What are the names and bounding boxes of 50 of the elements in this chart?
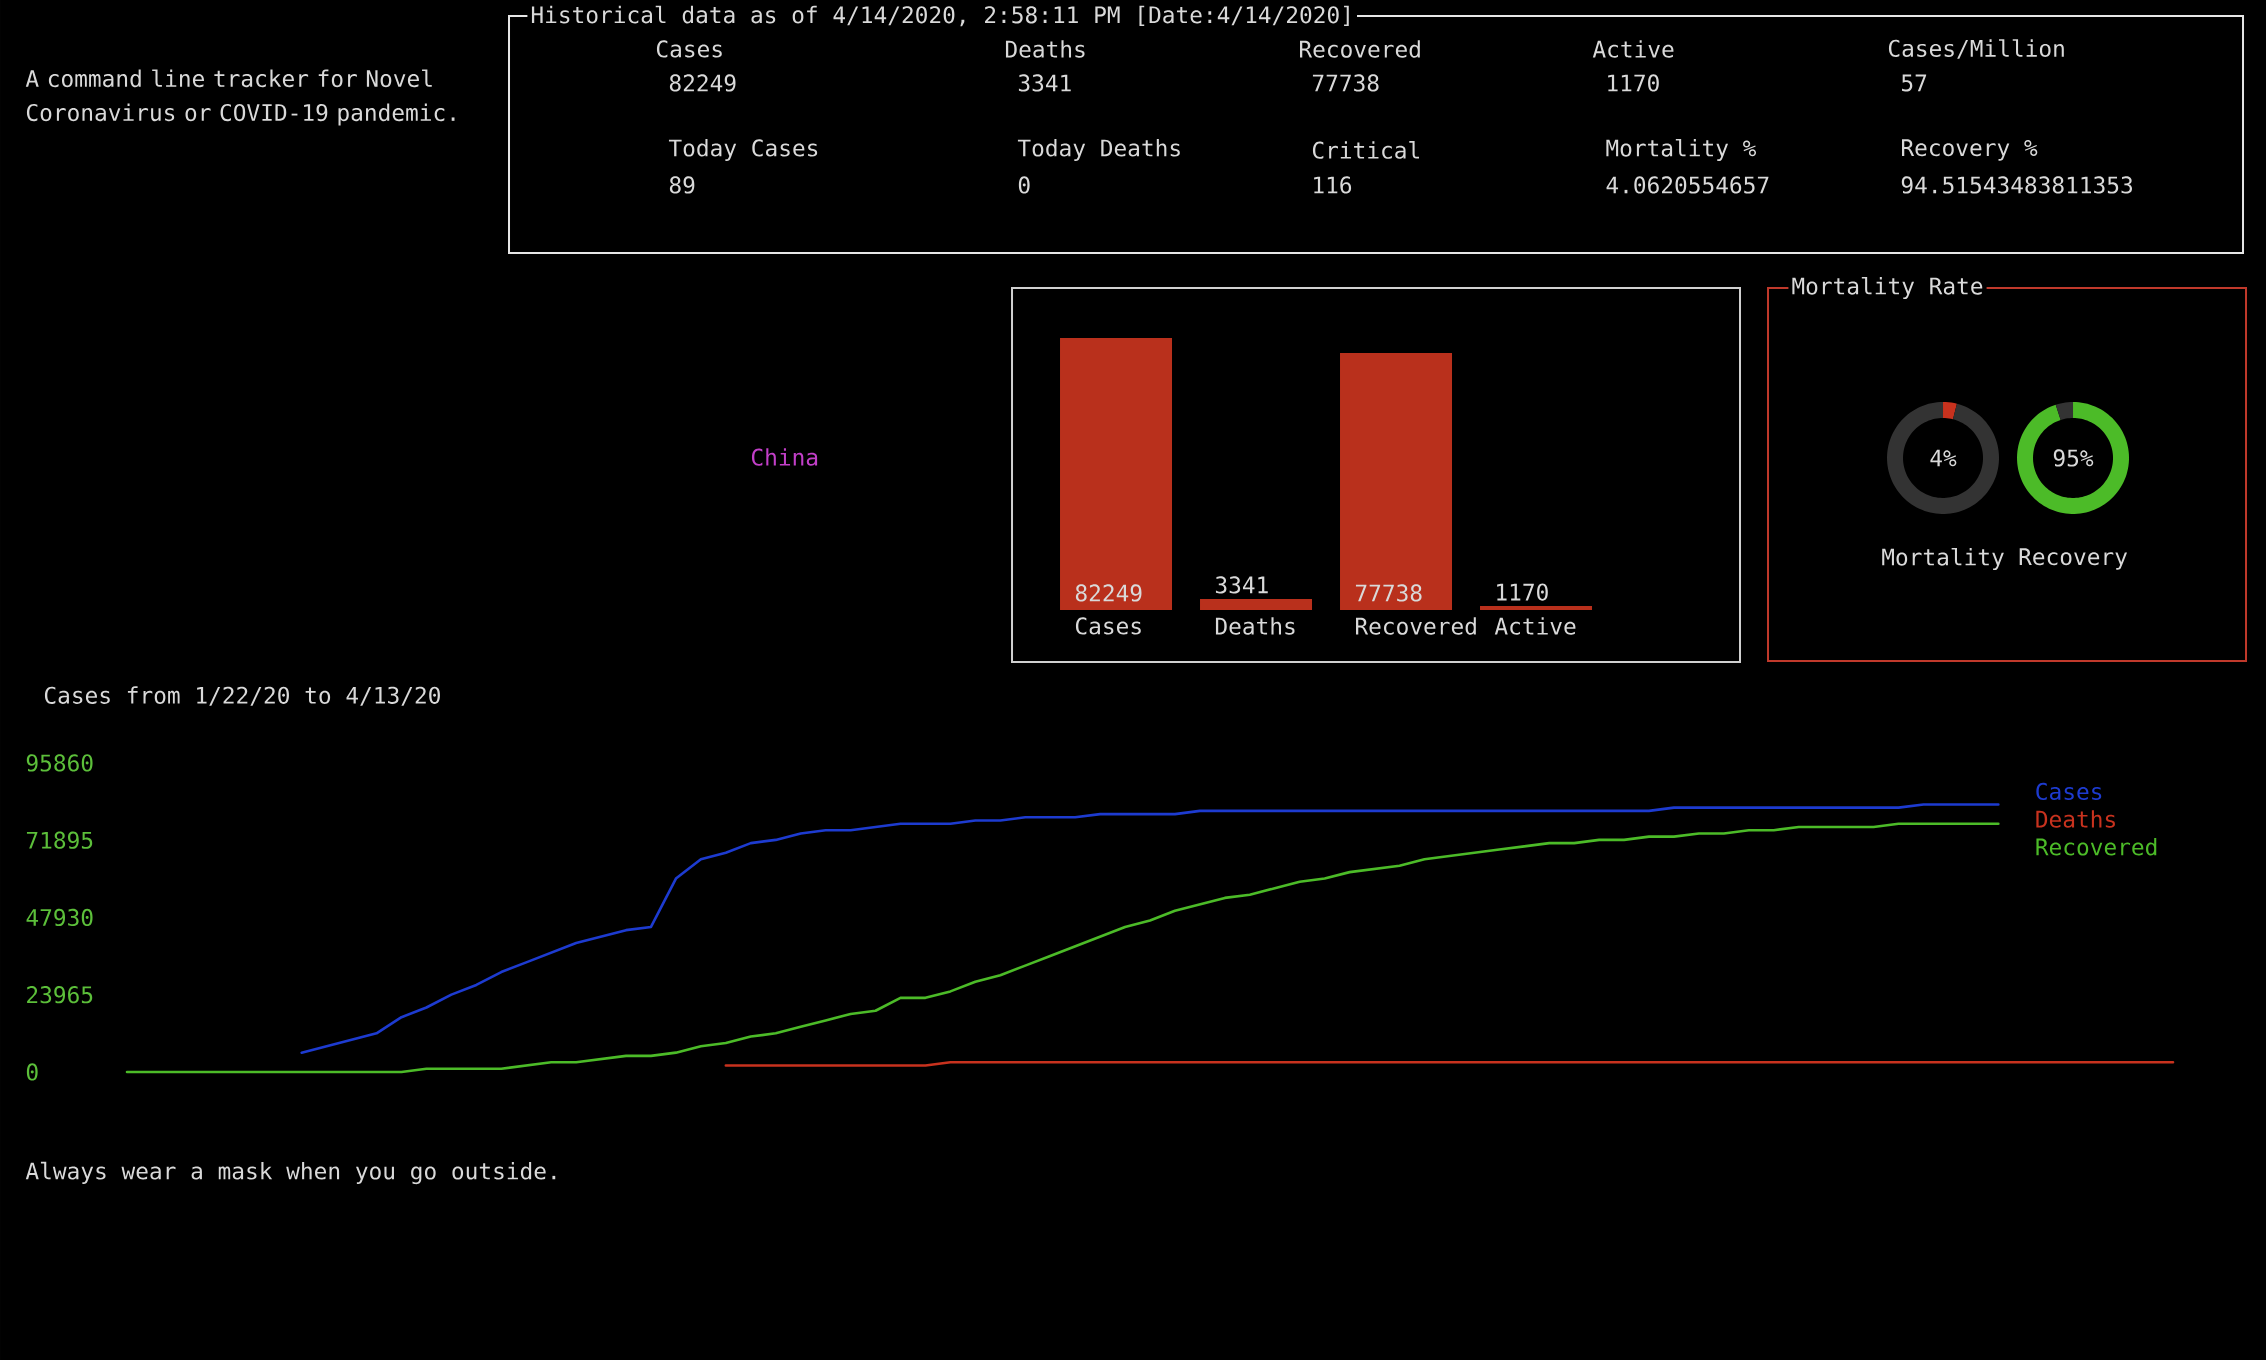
data-label: 4.0620554657 [1606, 176, 1769, 194]
y-tick-label: 95860 [26, 754, 93, 772]
text: 4% [1930, 449, 1957, 467]
data-label: 57 [1902, 74, 1927, 92]
data-label: 89 [669, 176, 695, 194]
text: Historical data as of 4/14/2020, 2:58:11 PM [Date:4/14/2020] [531, 5, 1349, 27]
bar [1200, 598, 1313, 610]
bar [1480, 606, 1593, 610]
x-tick-label: Active [1494, 617, 1576, 635]
category-label: Mortality % [1606, 138, 1757, 162]
data-label: 0 [1018, 176, 1030, 194]
data-label: 1170 [1497, 583, 1548, 601]
text: Mortality Rate [1792, 276, 1983, 300]
category-label: Recovery % [1902, 139, 2038, 161]
data-label: 77738 [1355, 584, 1422, 602]
category-label: Critical [1312, 141, 1419, 159]
text: Always wear a mask when you go outside. [25, 1161, 556, 1185]
series-label: Cases [2036, 782, 2102, 801]
y-tick-label: 23965 [27, 986, 93, 1004]
text: Deaths [2036, 810, 2115, 828]
y-tick-label: 0 [26, 1063, 38, 1081]
category-label: Recovered [1300, 40, 1420, 58]
y-tick-label: 47930 [26, 908, 93, 927]
series-label: Recovered [2036, 837, 2157, 856]
data-label: 1170 [1608, 74, 1659, 92]
x-tick-label: Deaths [1215, 617, 1295, 635]
data-label: 3341 [1018, 74, 1071, 92]
bar [1060, 338, 1173, 610]
y-tick-label: 71895 [26, 831, 93, 849]
data-label: 94.51543483811353 [1901, 176, 2133, 194]
text: A command line tracker for Novel Coronavirus or COVID-19 pandemic. [25, 69, 455, 126]
data-label: 116 [1314, 176, 1352, 194]
data-label: 3341 [1215, 576, 1268, 594]
text: 95% [2053, 449, 2094, 467]
data-label: 82249 [669, 74, 736, 92]
data-label: 82249 [1075, 584, 1142, 602]
data-label: 77738 [1312, 74, 1379, 92]
chart-title: Cases from 1/22/20 to 4/13/20 [44, 686, 440, 706]
category-label: Cases [656, 40, 722, 58]
text: China [751, 448, 818, 466]
category-label: Active [1592, 40, 1674, 58]
category-label: Today Cases [668, 138, 818, 162]
text: Mortality [1882, 547, 2004, 571]
category-label: Today Deaths [1017, 138, 1180, 162]
bar [1340, 352, 1453, 610]
x-tick-label: Cases [1075, 617, 1141, 635]
text: Recovery [2019, 548, 2128, 570]
x-tick-label: Recovered [1356, 617, 1476, 635]
category-label: Deaths [1005, 40, 1085, 58]
category-label: Cases/Million [1888, 39, 2064, 59]
